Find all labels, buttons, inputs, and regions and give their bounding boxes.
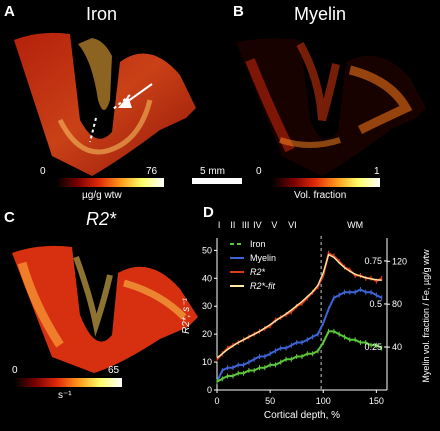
panel-label-c: C <box>4 209 15 226</box>
layer-label: I <box>218 220 221 230</box>
panel-a: A Iron 0 76 µg/g wtw <box>0 0 210 205</box>
layer-label: III <box>242 220 250 230</box>
myelin-colorbar <box>272 178 380 187</box>
series-line-myelin <box>216 288 383 383</box>
y-left-tick-label: 40 <box>202 273 212 283</box>
myelin-cbar-min: 0 <box>256 166 262 177</box>
y-left-tick-label: 20 <box>202 329 212 339</box>
r2star-colorbar <box>14 378 122 387</box>
series-line-r2star-fit <box>216 253 382 359</box>
scale-bar <box>192 178 242 184</box>
x-tick-label: 150 <box>369 396 384 406</box>
y-right-inner-tick-label: 0.75 <box>364 256 382 266</box>
myelin-cbar-unit: Vol. fraction <box>294 190 347 201</box>
chart-axes <box>214 236 390 393</box>
panel-label-d: D <box>203 204 214 221</box>
y-right-inner-tick-label: 0.25 <box>364 342 382 352</box>
layer-label: IV <box>253 220 262 230</box>
chart-marks <box>216 243 383 385</box>
r2star-cbar-min: 0 <box>12 365 18 376</box>
legend-label-r2star: R2* <box>250 267 266 277</box>
x-tick-label: 0 <box>214 396 219 406</box>
x-tick-label: 100 <box>316 396 331 406</box>
legend-label-iron: Iron <box>250 239 266 249</box>
scale-bar-label: 5 mm <box>200 166 225 177</box>
y-right-outer-tick-label: 40 <box>392 342 402 352</box>
r2star-cbar-unit: s⁻¹ <box>58 390 72 401</box>
legend-label-r2star-fit: R2*-fit <box>250 281 276 291</box>
panel-title-r2star: R2* <box>86 209 117 229</box>
series-line-iron <box>216 330 383 383</box>
y-right-outer-tick-label: 120 <box>392 256 407 266</box>
panel-b: B Myelin 5 mm 0 1 Vol. fraction <box>192 0 440 205</box>
y-left-tick-label: 10 <box>202 357 212 367</box>
r2star-cbar-max: 65 <box>108 365 120 376</box>
x-tick-label: 50 <box>265 396 275 406</box>
iron-map-image <box>14 32 196 176</box>
y-right-inner-tick-label: 0.5 <box>369 299 382 309</box>
myelin-cbar-max: 1 <box>374 166 380 177</box>
iron-cbar-max: 76 <box>146 166 158 177</box>
layer-label: VI <box>288 220 297 230</box>
iron-cbar-min: 0 <box>40 166 46 177</box>
y-left-tick-label: 30 <box>202 301 212 311</box>
y-axis-right-title: Myelin vol. fraction / Fe, µg/g wtw <box>421 249 431 383</box>
legend-label-myelin: Myelin <box>250 253 276 263</box>
iron-cbar-unit: µg/g wtw <box>82 190 122 201</box>
layer-label: V <box>271 220 277 230</box>
panel-label-a: A <box>4 3 15 20</box>
myelin-map-image <box>236 38 426 177</box>
panel-title-myelin: Myelin <box>294 4 347 24</box>
y-left-tick-label: 50 <box>202 245 212 255</box>
panel-label-b: B <box>233 3 244 20</box>
x-axis-title: Cortical depth, % <box>264 410 340 421</box>
panel-c: C R2* 0 65 s⁻¹ <box>0 205 210 431</box>
iron-colorbar <box>56 178 164 187</box>
y-left-tick-label: 0 <box>207 385 212 395</box>
y-axis-left-title: R2*, s⁻¹ <box>181 297 192 334</box>
layer-label: II <box>230 220 235 230</box>
panel-title-iron: Iron <box>86 4 118 24</box>
r2star-map-image <box>12 245 198 373</box>
y-right-outer-tick-label: 80 <box>392 299 402 309</box>
layer-label: WM <box>347 220 363 230</box>
